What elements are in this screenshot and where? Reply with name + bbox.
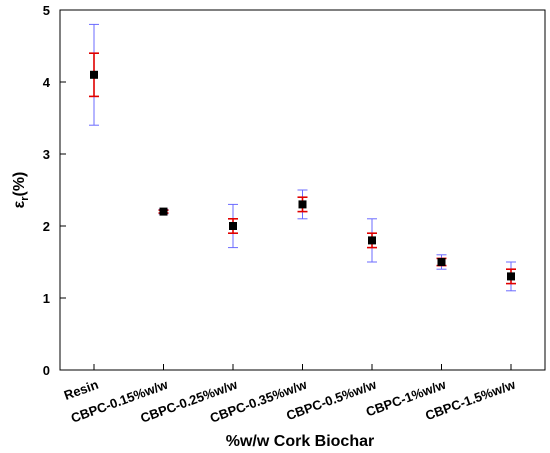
x-tick-labels: ResinCBPC-0.15%w/wCBPC-0.25%w/wCBPC-0.35… <box>62 376 518 425</box>
data-point-4 <box>368 236 376 245</box>
y-axis-ticks: 0 1 2 3 4 5 <box>43 3 66 378</box>
y-tick-label-4: 4 <box>43 75 51 90</box>
y-axis-title: εr(%) <box>11 172 31 209</box>
y-tick-label-2: 2 <box>43 219 50 234</box>
y-tick-label-3: 3 <box>43 147 50 162</box>
y-axis-title-subscript: r <box>19 196 31 201</box>
data-point-0 <box>90 70 98 79</box>
inner-error-bars <box>89 52 516 285</box>
y-tick-label-5: 5 <box>43 3 50 18</box>
data-markers <box>90 70 515 281</box>
y-tick-label-1: 1 <box>43 291 50 306</box>
data-point-1 <box>159 207 168 216</box>
y-axis-title-suffix: (%) <box>11 172 28 197</box>
x-axis-title: %w/w Cork Biochar <box>226 433 374 450</box>
y-axis-title-main: ε <box>11 200 28 208</box>
x-tick-label-0: Resin <box>62 377 100 403</box>
y-tick-label-0: 0 <box>43 363 50 378</box>
data-point-2 <box>229 222 237 230</box>
outer-error-bars <box>89 23 516 292</box>
data-point-3 <box>298 200 307 209</box>
data-point-6 <box>507 272 515 281</box>
x-axis-ticks <box>93 364 512 370</box>
data-point-5 <box>437 258 446 266</box>
